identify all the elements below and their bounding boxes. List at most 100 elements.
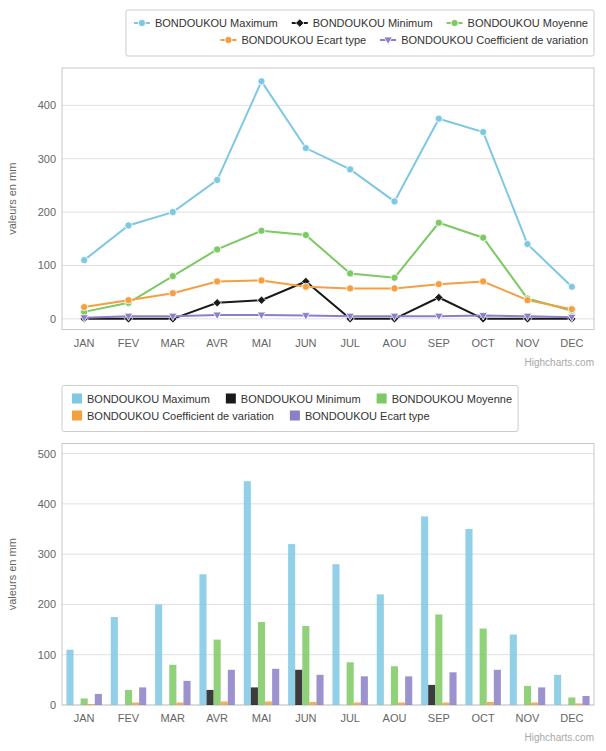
y-tick-label: 100 [38, 259, 56, 271]
legend-label: BONDOUKOU Minimum [313, 17, 433, 29]
bar [435, 614, 442, 705]
bar [561, 705, 568, 706]
x-tick-label: DEC [560, 337, 583, 349]
bar [162, 705, 169, 706]
y-tick-label: 500 [38, 448, 56, 460]
legend-frame [62, 386, 518, 432]
line-series [81, 277, 576, 313]
bar [347, 662, 354, 705]
bar [510, 635, 517, 705]
line-series [81, 78, 576, 291]
marks [66, 481, 589, 705]
legend-label: BONDOUKOU Moyenne [468, 17, 588, 29]
x-tick-label: AOU [383, 712, 407, 724]
bar [244, 481, 251, 705]
legend-label: BONDOUKOU Minimum [241, 393, 361, 405]
x-axis: JANFEVMARAVRMAIJUNJULAOUSEPOCTNOVDEC [74, 337, 584, 349]
marker [347, 285, 354, 292]
y-tick-label: 100 [38, 649, 56, 661]
bar [354, 702, 361, 705]
bar [421, 516, 428, 705]
legend-label: BONDOUKOU Moyenne [392, 393, 512, 405]
x-tick-label: JAN [74, 712, 95, 724]
x-tick-label: JUN [295, 337, 316, 349]
legend-entry: BONDOUKOU Coefficient de variation [72, 410, 274, 422]
y-tick-label: 400 [38, 498, 56, 510]
legend-marker [384, 37, 392, 44]
marker [479, 313, 487, 320]
x-tick-label: AOU [383, 337, 407, 349]
line [84, 315, 572, 318]
bar [66, 650, 73, 705]
y-axis: 0100200300400 [38, 99, 594, 324]
bar [74, 705, 81, 706]
legend-entry: BONDOUKOU Coefficient de variation [380, 34, 588, 46]
marks [80, 78, 576, 323]
bar [272, 669, 279, 705]
legend: BONDOUKOU MaximumBONDOUKOU MinimumBONDOU… [62, 386, 518, 432]
marker [568, 306, 575, 313]
y-tick-label: 300 [38, 548, 56, 560]
legend-label: BONDOUKOU Ecart type [241, 34, 366, 46]
marker [347, 166, 354, 173]
legend-entry: BONDOUKOU Moyenne [447, 17, 588, 29]
y-tick-label: 200 [38, 206, 56, 218]
bar-series [66, 481, 561, 705]
annotation: Highcharts.com [525, 357, 594, 368]
marker [524, 297, 531, 304]
bar [405, 676, 412, 705]
x-tick-label: JAN [74, 337, 95, 349]
bar [125, 690, 132, 705]
marker [435, 281, 442, 288]
bar [538, 687, 545, 705]
bar [340, 705, 347, 706]
marker [125, 222, 132, 229]
grid-line [62, 604, 594, 605]
bar [575, 703, 582, 705]
bar [81, 698, 88, 705]
x-tick-label: NOV [516, 712, 541, 724]
bar [288, 544, 295, 705]
marker [169, 290, 176, 297]
marker [258, 227, 265, 234]
y-tick-label: 0 [50, 313, 56, 325]
line-series [80, 312, 576, 322]
chart-panel: BONDOUKOU MaximumBONDOUKOU MinimumBONDOU… [6, 386, 594, 744]
bar [132, 702, 139, 705]
bar [139, 687, 146, 705]
marker [568, 283, 575, 290]
marker [346, 313, 354, 320]
x-tick-label: OCT [472, 337, 496, 349]
bar [302, 626, 309, 705]
marker [80, 315, 88, 322]
grid-line [62, 503, 594, 504]
bar [398, 702, 405, 705]
marker [435, 293, 443, 301]
x-tick-label: MAR [161, 337, 186, 349]
bar [316, 675, 323, 705]
legend-entry: BONDOUKOU Moyenne [377, 393, 512, 405]
legend-marker [296, 19, 304, 27]
x-tick-label: AVR [206, 712, 228, 724]
x-tick-label: JUL [340, 337, 360, 349]
marker [568, 314, 576, 321]
plot-frame [62, 444, 594, 706]
bar [494, 670, 501, 705]
marker [169, 208, 176, 215]
x-tick-label: FEV [118, 712, 140, 724]
grid-line [62, 554, 594, 555]
line [84, 223, 572, 312]
bar-series [81, 614, 576, 705]
bar [309, 702, 316, 705]
x-tick-label: MAI [252, 337, 272, 349]
marker [258, 277, 265, 284]
legend-swatch [377, 394, 387, 404]
marker [302, 231, 309, 238]
x-tick-label: NOV [516, 337, 541, 349]
marker [568, 315, 576, 323]
bar [377, 594, 384, 705]
marker [302, 313, 310, 320]
legend-entry: BONDOUKOU Ecart type [220, 34, 366, 46]
legend-label: BONDOUKOU Coefficient de variation [401, 34, 588, 46]
legend-marker [451, 19, 458, 26]
